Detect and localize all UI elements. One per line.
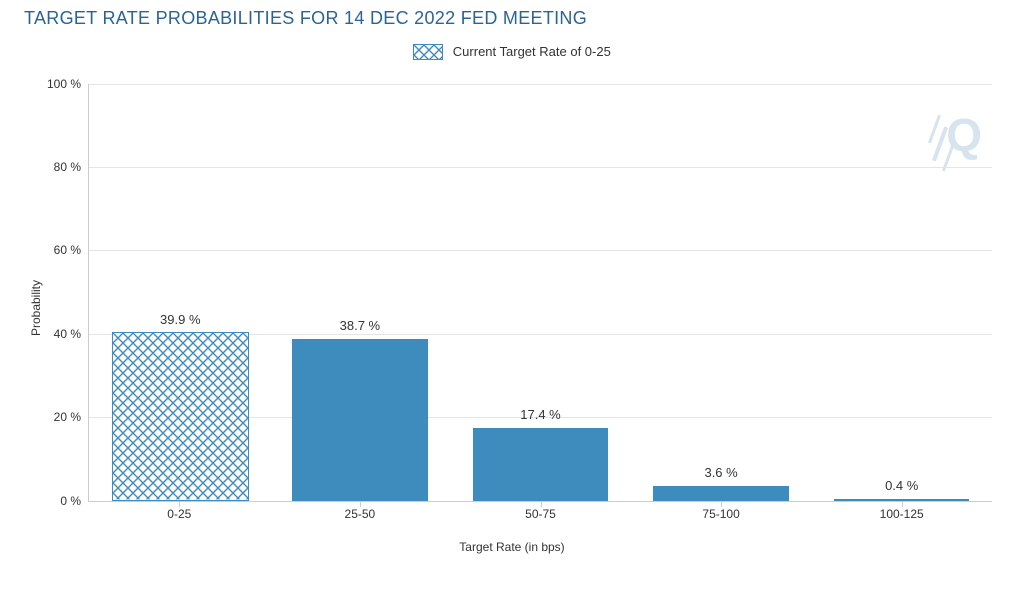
chart-plot-area: Q 0 %20 %40 %60 %80 %100 %0-2539.9 %25-5… — [88, 84, 992, 502]
bar-value-label: 39.9 % — [160, 312, 200, 333]
gridline — [89, 167, 992, 168]
gridline — [89, 250, 992, 251]
y-axis-label: Probability — [29, 280, 43, 336]
page-title: TARGET RATE PROBABILITIES FOR 14 DEC 202… — [0, 0, 1024, 29]
bar-value-label: 0.4 % — [885, 478, 918, 499]
chart-legend: Current Target Rate of 0-25 — [0, 43, 1024, 60]
watermark-letter: Q — [946, 109, 982, 161]
bar: 3.6 % — [653, 486, 788, 501]
y-tick-label: 40 % — [54, 327, 89, 341]
bar-value-label: 17.4 % — [520, 407, 560, 428]
y-tick-label: 20 % — [54, 410, 89, 424]
x-tick-label: 100-125 — [880, 501, 924, 521]
bar: 0.4 % — [834, 499, 969, 501]
watermark-icon: Q — [946, 108, 982, 162]
x-axis-label: Target Rate (in bps) — [16, 540, 1008, 554]
y-tick-label: 60 % — [54, 243, 89, 257]
gridline — [89, 84, 992, 85]
bar: 39.9 % — [112, 332, 249, 500]
bar-value-label: 38.7 % — [340, 318, 380, 339]
x-tick-label: 50-75 — [525, 501, 556, 521]
bar-value-label: 3.6 % — [704, 465, 737, 486]
y-tick-label: 100 % — [47, 77, 89, 91]
legend-label: Current Target Rate of 0-25 — [453, 44, 611, 59]
x-tick-label: 75-100 — [702, 501, 739, 521]
x-tick-label: 25-50 — [345, 501, 376, 521]
y-tick-label: 80 % — [54, 160, 89, 174]
legend-swatch-icon — [413, 44, 443, 60]
chart-container: Probability Q 0 %20 %40 %60 %80 %100 %0-… — [16, 68, 1008, 548]
bar: 38.7 % — [292, 339, 427, 500]
y-tick-label: 0 % — [60, 494, 89, 508]
x-tick-label: 0-25 — [167, 501, 191, 521]
bar: 17.4 % — [473, 428, 608, 501]
